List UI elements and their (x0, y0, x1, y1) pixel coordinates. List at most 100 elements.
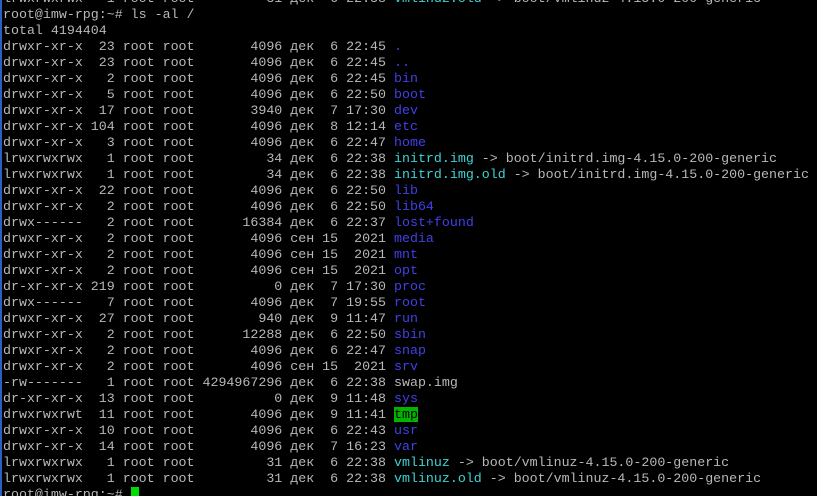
entry-name: etc (394, 119, 418, 134)
entry-meta: drwxr-xr-x 27 root root 940 дек 9 11:47 (3, 311, 394, 326)
entry-name: boot (394, 87, 426, 102)
file-entry-row: lrwxrwxrwx 1 root root 31 дек 6 22:38 vm… (3, 471, 817, 487)
entry-name: lib (394, 183, 418, 198)
entry-name: run (394, 311, 418, 326)
entry-name: dev (394, 103, 418, 118)
entry-meta: lrwxrwxrwx 1 root root 34 дек 6 22:38 (3, 151, 394, 166)
entry-meta: dr-xr-xr-x 219 root root 0 дек 7 17:30 (3, 279, 394, 294)
entry-meta: drwxr-xr-x 2 root root 4096 дек 6 22:45 (3, 71, 394, 86)
entry-link-target: -> boot/vmlinuz-4.15.0-200-generic (449, 455, 730, 470)
file-entry-row: drwxr-xr-x 2 root root 4096 дек 6 22:50 … (3, 199, 817, 215)
entry-name: . (394, 39, 402, 54)
entry-meta: drwxr-xr-x 3 root root 4096 дек 6 22:47 (3, 135, 394, 150)
entry-name: usr (394, 423, 418, 438)
file-entry-row: lrwxrwxrwx 1 root root 34 дек 6 22:38 in… (3, 151, 817, 167)
file-entry-row: drwxr-xr-x 2 root root 4096 сен 15 2021 … (3, 263, 817, 279)
file-entry-row: drwxr-xr-x 104 root root 4096 дек 8 12:1… (3, 119, 817, 135)
entry-name: home (394, 135, 426, 150)
file-entry-row: drwxr-xr-x 2 root root 4096 сен 15 2021 … (3, 247, 817, 263)
entry-meta: drwxr-xr-x 22 root root 4096 дек 6 22:50 (3, 183, 394, 198)
file-entry-row: drwx------ 7 root root 4096 дек 7 19:55 … (3, 295, 817, 311)
entry-meta: drwxr-xr-x 5 root root 4096 дек 6 22:50 (3, 87, 394, 102)
entry-name: media (394, 231, 434, 246)
file-entry-row: drwxr-xr-x 2 root root 4096 сен 15 2021 … (3, 359, 817, 375)
entry-meta: drwxr-xr-x 10 root root 4096 дек 6 22:43 (3, 423, 394, 438)
entry-link-target: -> boot/vmlinuz-4.15.0-200-generic (482, 0, 761, 6)
file-entry-row: drwxr-xr-x 5 root root 4096 дек 6 22:50 … (3, 87, 817, 103)
file-listing: drwxr-xr-x 23 root root 4096 дек 6 22:45… (3, 39, 817, 487)
entry-name: sys (394, 391, 418, 406)
entry-name: initrd.img (394, 151, 474, 166)
file-entry-row: drwx------ 2 root root 16384 дек 6 22:37… (3, 215, 817, 231)
file-entry-row: dr-xr-xr-x 219 root root 0 дек 7 17:30 p… (3, 279, 817, 295)
entry-meta: drwxr-xr-x 104 root root 4096 дек 8 12:1… (3, 119, 394, 134)
entry-meta: drwxr-xr-x 23 root root 4096 дек 6 22:45 (3, 55, 394, 70)
entry-name: srv (394, 359, 418, 374)
command-line: root@imw-rpg:~# ls -al / (3, 7, 817, 23)
entry-link-target: -> boot/vmlinuz-4.15.0-200-generic (481, 471, 762, 486)
clipped-previous-line: lrwxrwxrwx 1 root root 31 дек 6 22:38 vm… (3, 0, 817, 7)
entry-meta: lrwxrwxrwx 1 root root 31 дек 6 22:38 (3, 471, 394, 486)
file-entry-row: drwxr-xr-x 10 root root 4096 дек 6 22:43… (3, 423, 817, 439)
shell-prompt: root@imw-rpg:~# (3, 487, 123, 496)
entry-name: vmlinuz.old (394, 0, 482, 6)
entry-meta: drwxr-xr-x 2 root root 4096 сен 15 2021 (3, 359, 394, 374)
file-entry-row: lrwxrwxrwx 1 root root 31 дек 6 22:38 vm… (3, 455, 817, 471)
entry-meta: drwxr-xr-x 2 root root 4096 дек 6 22:50 (3, 199, 394, 214)
file-entry-row: drwxr-xr-x 2 root root 4096 дек 6 22:45 … (3, 71, 817, 87)
file-entry-row: drwxr-xr-x 17 root root 3940 дек 7 17:30… (3, 103, 817, 119)
entry-link-target: -> boot/initrd.img-4.15.0-200-generic (473, 151, 778, 166)
entry-name: .. (394, 55, 410, 70)
file-entry-row: lrwxrwxrwx 1 root root 31 дек 6 22:38 vm… (3, 0, 817, 7)
entry-name: root (394, 295, 426, 310)
file-entry-row: drwxr-xr-x 27 root root 940 дек 9 11:47 … (3, 311, 817, 327)
file-entry-row: drwxr-xr-x 2 root root 4096 сен 15 2021 … (3, 231, 817, 247)
file-entry-row: drwxrwxrwt 11 root root 4096 дек 9 11:41… (3, 407, 817, 423)
file-entry-row: drwxr-xr-x 14 root root 4096 дек 7 16:23… (3, 439, 817, 455)
entry-meta: drwxr-xr-x 23 root root 4096 дек 6 22:45 (3, 39, 394, 54)
entry-name: var (394, 439, 418, 454)
entry-meta: drwxr-xr-x 17 root root 3940 дек 7 17:30 (3, 103, 394, 118)
entry-meta: lrwxrwxrwx 1 root root 31 дек 6 22:38 (3, 455, 394, 470)
terminal-cursor (130, 487, 139, 496)
file-entry-row: drwxr-xr-x 2 root root 12288 дек 6 22:50… (3, 327, 817, 343)
entry-name: vmlinuz (394, 455, 450, 470)
entry-meta: drwxr-xr-x 2 root root 4096 сен 15 2021 (3, 247, 394, 262)
entry-name: vmlinuz.old (394, 471, 482, 486)
entry-meta: drwxr-xr-x 2 root root 4096 сен 15 2021 (3, 263, 394, 278)
file-entry-row: drwxr-xr-x 2 root root 4096 дек 6 22:47 … (3, 343, 817, 359)
file-entry-row: drwxr-xr-x 3 root root 4096 дек 6 22:47 … (3, 135, 817, 151)
entry-name: mnt (394, 247, 418, 262)
entry-meta: drwxr-xr-x 2 root root 4096 сен 15 2021 (3, 231, 394, 246)
entry-name: lost+found (394, 215, 474, 230)
file-entry-row: lrwxrwxrwx 1 root root 34 дек 6 22:38 in… (3, 167, 817, 183)
total-line: total 4194404 (3, 23, 107, 38)
entry-name: bin (394, 71, 418, 86)
entry-meta: drwxr-xr-x 2 root root 4096 дек 6 22:47 (3, 343, 394, 358)
entry-meta: -rw------- 1 root root 4294967296 дек 6 … (3, 375, 394, 390)
file-entry-row: dr-xr-xr-x 13 root root 0 дек 9 11:48 sy… (3, 391, 817, 407)
entry-meta: drwxrwxrwt 11 root root 4096 дек 9 11:41 (3, 407, 394, 422)
entry-name: initrd.img.old (394, 167, 506, 182)
file-entry-row: drwxr-xr-x 23 root root 4096 дек 6 22:45… (3, 39, 817, 55)
entry-link-target: -> boot/initrd.img-4.15.0-200-generic (505, 167, 809, 182)
entry-name: tmp (394, 407, 418, 422)
current-prompt-line: root@imw-rpg:~# (3, 487, 817, 496)
entry-name: swap.img (394, 375, 458, 390)
file-entry-row: -rw------- 1 root root 4294967296 дек 6 … (3, 375, 817, 391)
entry-meta: drwx------ 2 root root 16384 дек 6 22:37 (3, 215, 394, 230)
entry-meta: drwx------ 7 root root 4096 дек 7 19:55 (3, 295, 394, 310)
entry-meta: lrwxrwxrwx 1 root root 31 дек 6 22:38 (3, 0, 394, 6)
entry-name: snap (394, 343, 426, 358)
entry-meta: drwxr-xr-x 2 root root 12288 дек 6 22:50 (3, 327, 394, 342)
window-left-edge (0, 0, 2, 496)
entry-meta: drwxr-xr-x 14 root root 4096 дек 7 16:23 (3, 439, 394, 454)
entry-name: lib64 (394, 199, 434, 214)
entry-meta: dr-xr-xr-x 13 root root 0 дек 9 11:48 (3, 391, 394, 406)
terminal-output: lrwxrwxrwx 1 root root 31 дек 6 22:38 vm… (3, 0, 817, 496)
entry-name: sbin (394, 327, 426, 342)
entry-name: proc (394, 279, 426, 294)
entry-name: opt (394, 263, 418, 278)
file-entry-row: drwxr-xr-x 22 root root 4096 дек 6 22:50… (3, 183, 817, 199)
